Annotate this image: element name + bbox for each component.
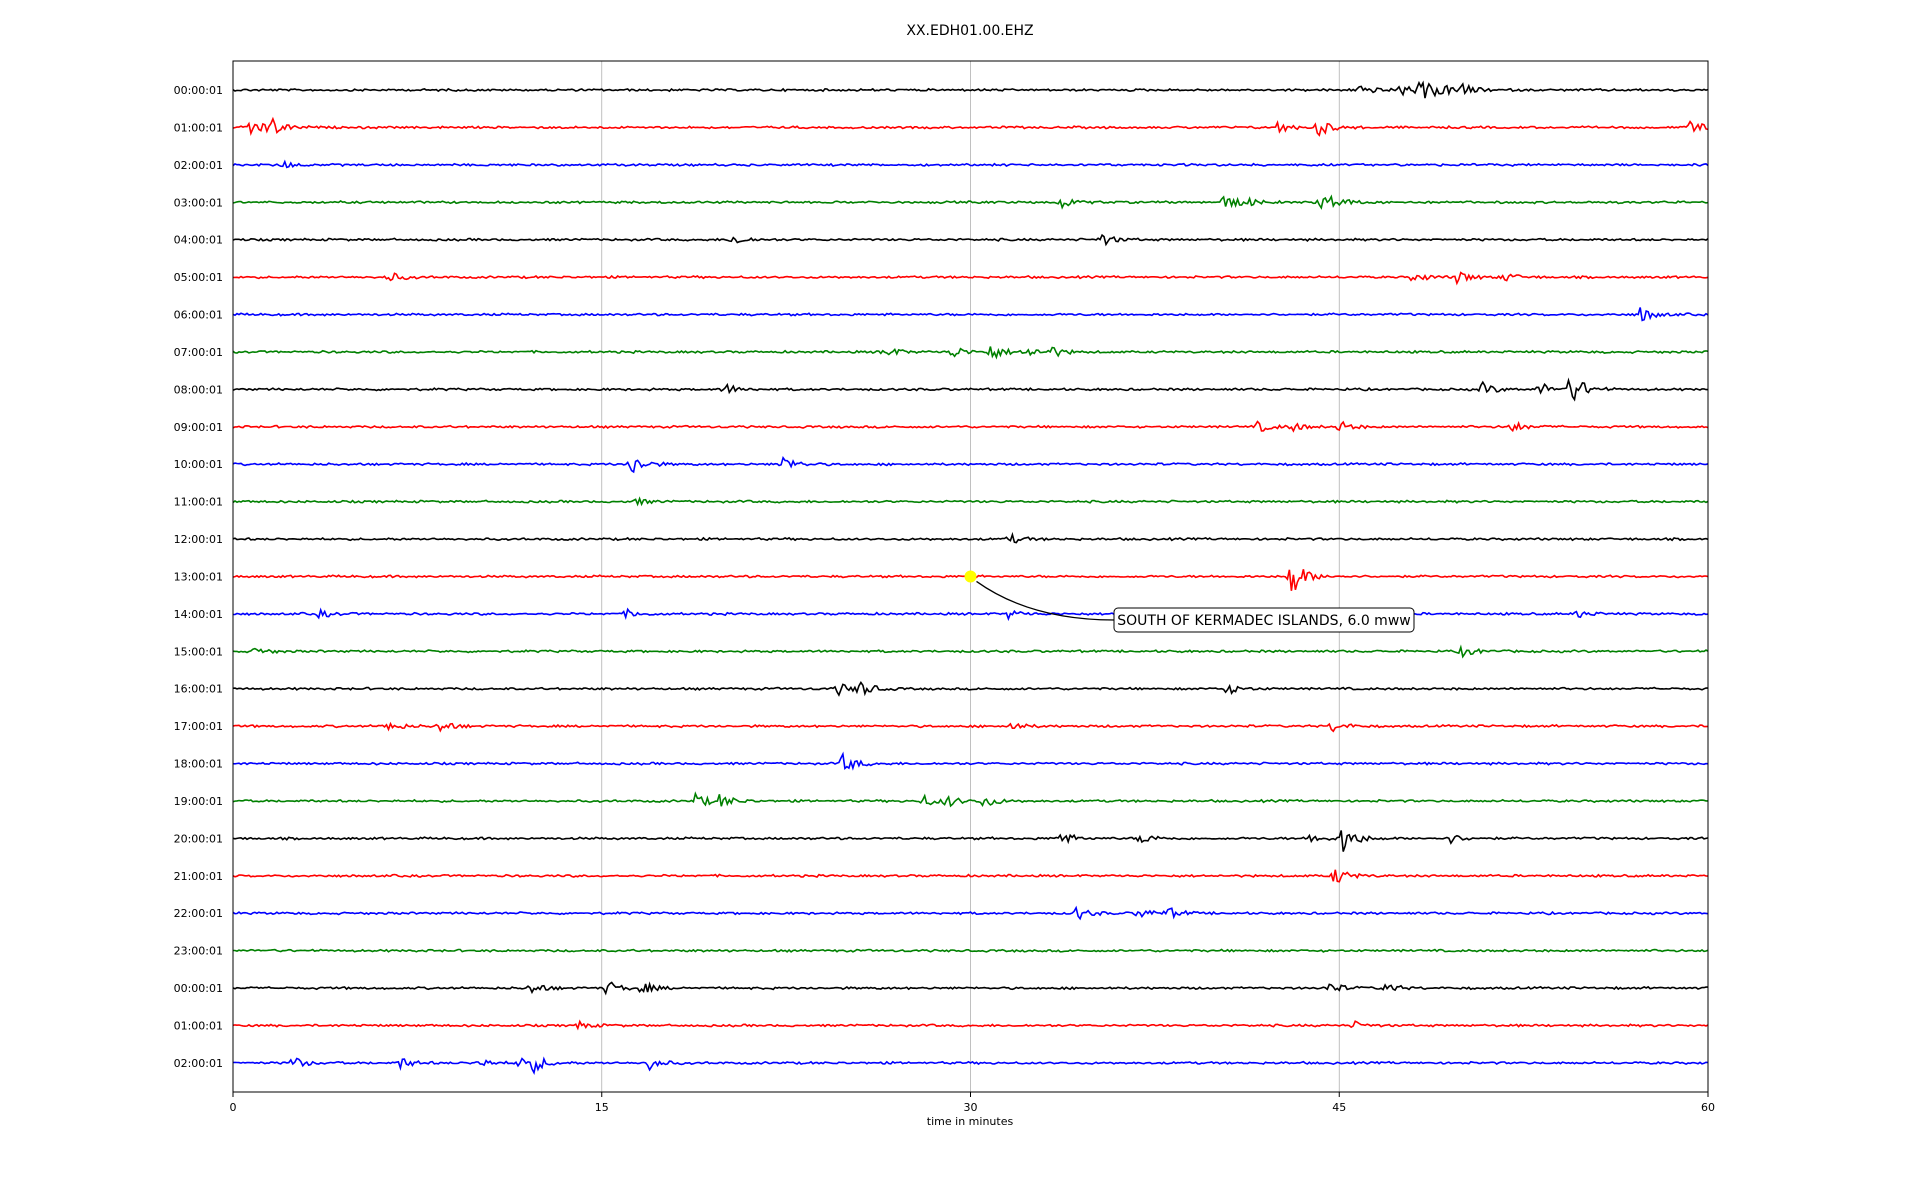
seismic-trace: [232, 1056, 1709, 1076]
seismic-trace: [233, 948, 1709, 953]
seismic-trace: [232, 420, 1709, 433]
seismic-trace: [232, 981, 1708, 996]
traces: [232, 80, 1709, 1076]
row-time-label: 19:00:01: [174, 795, 223, 808]
seismic-trace: [232, 721, 1709, 733]
x-tick-label: 15: [595, 1101, 609, 1114]
seismic-trace: [232, 307, 1709, 322]
row-time-label: 11:00:01: [174, 496, 223, 509]
seismic-trace: [232, 116, 1709, 137]
row-time-label: 00:00:01: [174, 84, 223, 97]
row-labels: 00:00:01 01:00:01 02:00:01 03:00:01 04:00:01…: [174, 84, 223, 1070]
seismic-trace: [232, 830, 1709, 852]
seismic-trace: [233, 607, 1709, 622]
row-time-label: 07:00:01: [174, 346, 223, 359]
seismic-trace: [232, 751, 1709, 771]
row-time-label: 09:00:01: [174, 421, 223, 434]
seismic-trace: [232, 377, 1708, 402]
event-marker: [964, 570, 977, 583]
seismic-trace: [232, 271, 1709, 286]
row-time-label: 21:00:01: [174, 870, 223, 883]
row-time-label: 23:00:01: [174, 945, 223, 958]
seismic-trace: [232, 531, 1709, 544]
chart-title: XX.EDH01.00.EHZ: [906, 23, 1033, 39]
x-tick-label: 30: [964, 1101, 978, 1114]
x-tick-label: 45: [1332, 1101, 1346, 1114]
seismic-trace: [232, 456, 1709, 474]
x-axis-ticks: 0 15 30 45 60: [230, 1092, 1715, 1114]
row-time-label: 03:00:01: [174, 196, 223, 209]
x-tick-label: 0: [230, 1101, 237, 1114]
seismic-trace: [232, 791, 1708, 808]
row-time-label: 16:00:01: [174, 683, 223, 696]
seismic-trace: [232, 80, 1709, 99]
x-tick-label: 60: [1701, 1101, 1715, 1114]
row-time-label: 01:00:01: [174, 1020, 223, 1033]
row-time-label: 12:00:01: [174, 533, 223, 546]
row-time-label: 10:00:01: [174, 458, 223, 471]
row-time-label: 08:00:01: [174, 383, 223, 396]
row-time-label: 15:00:01: [174, 645, 223, 658]
seismic-trace: [232, 644, 1709, 659]
annotation-text: SOUTH OF KERMADEC ISLANDS, 6.0 mww: [1117, 613, 1410, 629]
row-time-label: 04:00:01: [174, 234, 223, 247]
row-time-label: 01:00:01: [174, 121, 223, 134]
row-time-label: 18:00:01: [174, 758, 223, 771]
seismic-trace: [232, 233, 1709, 247]
row-time-label: 20:00:01: [174, 832, 223, 845]
seismic-trace: [232, 159, 1709, 169]
seismic-trace: [232, 681, 1709, 697]
row-time-label: 05:00:01: [174, 271, 223, 284]
seismic-trace: [232, 194, 1709, 210]
row-time-label: 00:00:01: [174, 982, 223, 995]
seismic-trace: [232, 346, 1709, 360]
row-time-label: 14:00:01: [174, 608, 223, 621]
row-time-label: 22:00:01: [174, 907, 223, 920]
event-annotation: SOUTH OF KERMADEC ISLANDS, 6.0 mww: [964, 570, 1415, 633]
annotation-box: [1113, 607, 1415, 633]
row-time-label: 17:00:01: [174, 720, 223, 733]
seismic-trace: [232, 496, 1709, 507]
row-time-label: 13:00:01: [174, 570, 223, 583]
row-time-label: 02:00:01: [174, 159, 223, 172]
x-axis-label: time in minutes: [927, 1115, 1014, 1128]
row-time-label: 06:00:01: [174, 309, 223, 322]
seismic-trace: [232, 869, 1709, 883]
annotation-arrow: [976, 580, 1115, 621]
row-time-label: 02:00:01: [174, 1057, 223, 1070]
seismic-trace: [232, 905, 1709, 921]
seismic-trace: [232, 1019, 1709, 1031]
